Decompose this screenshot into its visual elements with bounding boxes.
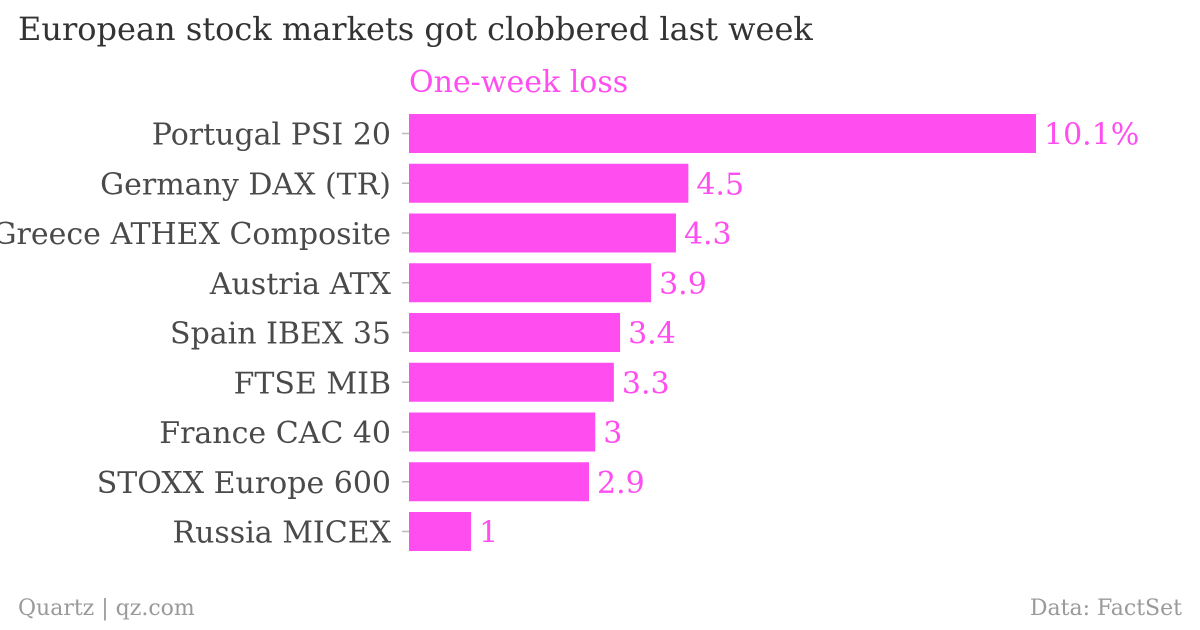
value-label: 4.5 bbox=[696, 167, 744, 202]
category-label: Austria ATX bbox=[209, 267, 392, 302]
category-label: Germany DAX (TR) bbox=[100, 167, 391, 202]
value-label: 4.3 bbox=[684, 217, 732, 252]
value-label: 3.9 bbox=[659, 267, 707, 302]
bar bbox=[409, 362, 614, 402]
bar bbox=[409, 512, 472, 551]
value-label: 10.1% bbox=[1044, 118, 1139, 153]
data-source: Data: FactSet bbox=[1029, 596, 1182, 621]
category-label: Portugal PSI 20 bbox=[152, 118, 391, 153]
bar bbox=[409, 163, 689, 203]
value-label: 3.3 bbox=[622, 366, 670, 401]
series-label: One-week loss bbox=[409, 65, 628, 100]
category-label: France CAC 40 bbox=[159, 416, 391, 451]
category-label: FTSE MIB bbox=[234, 366, 391, 401]
value-label: 3 bbox=[603, 416, 622, 451]
bar bbox=[409, 462, 590, 502]
bar bbox=[409, 263, 652, 303]
source-credit: Quartz | qz.com bbox=[18, 596, 195, 621]
chart-title: European stock markets got clobbered las… bbox=[18, 10, 813, 48]
value-label: 3.4 bbox=[628, 317, 676, 352]
category-label: Spain IBEX 35 bbox=[170, 317, 391, 352]
value-label: 1 bbox=[479, 516, 498, 551]
category-label: Greece ATHEX Composite bbox=[0, 217, 391, 252]
bar bbox=[409, 213, 676, 253]
bar bbox=[409, 412, 596, 452]
value-label: 2.9 bbox=[597, 466, 645, 501]
bar bbox=[409, 313, 621, 352]
bar bbox=[409, 114, 1036, 153]
category-label: STOXX Europe 600 bbox=[97, 466, 391, 501]
category-label: Russia MICEX bbox=[173, 516, 392, 551]
